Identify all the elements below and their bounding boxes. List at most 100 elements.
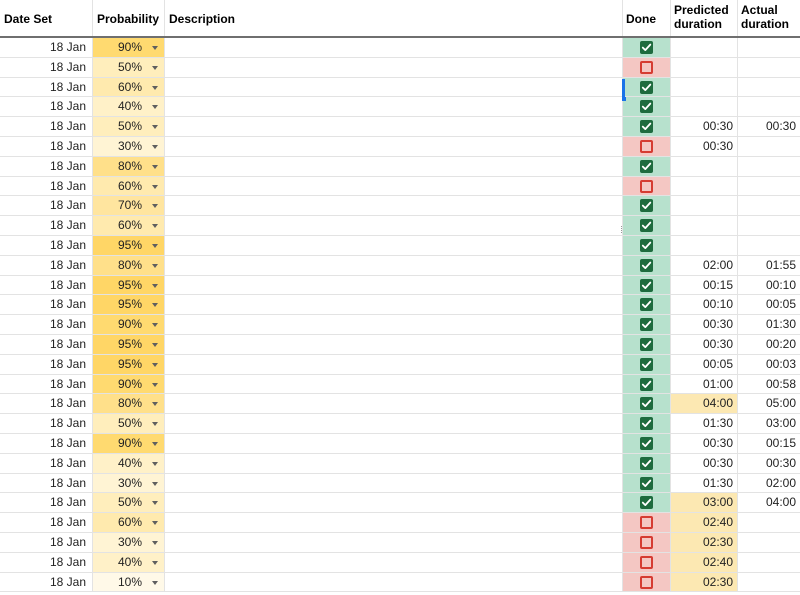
- predicted-duration-cell[interactable]: 02:00: [671, 255, 738, 275]
- actual-duration-cell[interactable]: [738, 573, 800, 592]
- predicted-duration-cell[interactable]: [671, 176, 738, 196]
- done-cell[interactable]: [623, 354, 671, 374]
- dropdown-arrow-icon[interactable]: [152, 382, 158, 387]
- actual-duration-cell[interactable]: 02:00: [765, 475, 796, 490]
- checkbox-checked-icon[interactable]: [640, 199, 653, 213]
- done-cell[interactable]: [623, 493, 671, 513]
- dropdown-arrow-icon[interactable]: [152, 501, 158, 506]
- dropdown-arrow-icon[interactable]: [152, 402, 158, 407]
- predicted-duration-cell[interactable]: 02:40: [671, 513, 738, 532]
- description-cell[interactable]: [165, 216, 623, 235]
- description-cell[interactable]: [165, 334, 623, 354]
- header-predicted-duration[interactable]: Predicted duration: [671, 0, 738, 36]
- done-cell[interactable]: [623, 176, 671, 196]
- dropdown-arrow-icon[interactable]: [152, 283, 158, 288]
- dropdown-arrow-icon[interactable]: [152, 362, 158, 367]
- description-cell[interactable]: [165, 295, 623, 315]
- predicted-duration-cell[interactable]: 00:15: [671, 275, 738, 295]
- done-cell[interactable]: [623, 97, 671, 117]
- date-set-cell[interactable]: 18 Jan: [0, 315, 93, 334]
- description-cell[interactable]: [165, 493, 623, 513]
- date-set-cell[interactable]: 18 Jan: [0, 572, 93, 592]
- predicted-duration-cell[interactable]: [671, 77, 738, 97]
- done-cell[interactable]: [623, 513, 671, 532]
- done-cell[interactable]: [623, 136, 671, 156]
- checkbox-checked-icon[interactable]: [640, 397, 653, 411]
- done-cell[interactable]: [623, 117, 671, 136]
- checkbox-unchecked-icon[interactable]: [640, 179, 653, 193]
- date-set-cell[interactable]: 18 Jan: [0, 97, 93, 117]
- dropdown-arrow-icon[interactable]: [152, 224, 158, 229]
- actual-duration-cell[interactable]: [738, 157, 800, 176]
- predicted-duration-cell[interactable]: 02:30: [671, 532, 738, 552]
- done-cell[interactable]: [623, 552, 671, 572]
- probability-dropdown[interactable]: 90%: [93, 38, 165, 57]
- checkbox-checked-icon[interactable]: [640, 238, 653, 252]
- date-set-cell[interactable]: 18 Jan: [0, 275, 93, 295]
- date-set-cell[interactable]: 18 Jan: [0, 493, 93, 513]
- date-set-cell[interactable]: 18 Jan: [0, 334, 93, 354]
- checkbox-checked-icon[interactable]: [640, 496, 653, 510]
- description-cell[interactable]: [165, 57, 623, 77]
- dropdown-arrow-icon[interactable]: [152, 184, 158, 189]
- predicted-duration-cell[interactable]: [671, 156, 738, 176]
- description-cell[interactable]: [165, 77, 623, 97]
- checkbox-unchecked-icon[interactable]: [640, 555, 653, 569]
- predicted-duration-cell[interactable]: 01:30: [671, 473, 738, 493]
- checkbox-checked-icon[interactable]: [640, 436, 653, 450]
- date-set-cell[interactable]: 18 Jan: [0, 196, 93, 216]
- dropdown-arrow-icon[interactable]: [152, 540, 158, 545]
- dropdown-arrow-icon[interactable]: [152, 204, 158, 209]
- header-actual-duration[interactable]: Actual duration: [738, 0, 800, 36]
- actual-duration-cell[interactable]: [738, 196, 800, 215]
- actual-duration-cell[interactable]: 01:55: [765, 257, 796, 272]
- checkbox-checked-icon[interactable]: [640, 417, 653, 431]
- date-set-cell[interactable]: 18 Jan: [0, 136, 93, 156]
- date-set-cell[interactable]: 18 Jan: [0, 433, 93, 453]
- probability-dropdown[interactable]: 70%: [93, 196, 165, 216]
- dropdown-arrow-icon[interactable]: [152, 65, 158, 70]
- date-set-cell[interactable]: 18 Jan: [0, 255, 93, 275]
- probability-dropdown[interactable]: 40%: [93, 97, 165, 117]
- date-set-cell[interactable]: 18 Jan: [0, 552, 93, 572]
- date-set-cell[interactable]: 18 Jan: [0, 156, 93, 176]
- checkbox-checked-icon[interactable]: [640, 318, 653, 332]
- probability-dropdown[interactable]: 50%: [93, 117, 165, 136]
- date-set-cell[interactable]: 18 Jan: [0, 57, 93, 77]
- predicted-duration-cell[interactable]: 04:00: [671, 394, 738, 414]
- checkbox-checked-icon[interactable]: [640, 298, 653, 312]
- header-description[interactable]: Description: [165, 0, 623, 36]
- probability-dropdown[interactable]: 10%: [93, 572, 165, 592]
- date-set-cell[interactable]: 18 Jan: [0, 235, 93, 255]
- description-cell[interactable]: [165, 394, 623, 414]
- actual-duration-cell[interactable]: 01:30: [765, 317, 796, 332]
- description-cell[interactable]: [165, 196, 623, 216]
- probability-dropdown[interactable]: 80%: [93, 156, 165, 176]
- probability-dropdown[interactable]: 95%: [93, 275, 165, 295]
- checkbox-checked-icon[interactable]: [640, 219, 653, 233]
- dropdown-arrow-icon[interactable]: [152, 481, 158, 486]
- actual-duration-cell[interactable]: [738, 236, 800, 255]
- dropdown-arrow-icon[interactable]: [152, 303, 158, 308]
- predicted-duration-cell[interactable]: 00:30: [671, 453, 738, 473]
- date-set-cell[interactable]: 18 Jan: [0, 394, 93, 414]
- dropdown-arrow-icon[interactable]: [152, 580, 158, 585]
- predicted-duration-cell[interactable]: 00:30: [671, 334, 738, 354]
- description-cell[interactable]: [165, 572, 623, 592]
- actual-duration-cell[interactable]: 00:20: [765, 336, 796, 351]
- checkbox-checked-icon[interactable]: [640, 476, 653, 490]
- dropdown-arrow-icon[interactable]: [152, 461, 158, 466]
- dropdown-arrow-icon[interactable]: [152, 243, 158, 248]
- predicted-duration-cell[interactable]: 02:30: [671, 572, 738, 592]
- dropdown-arrow-icon[interactable]: [152, 342, 158, 347]
- date-set-cell[interactable]: 18 Jan: [0, 216, 93, 235]
- description-cell[interactable]: [165, 354, 623, 374]
- predicted-duration-cell[interactable]: 00:30: [671, 136, 738, 156]
- predicted-duration-cell[interactable]: 01:30: [671, 414, 738, 433]
- predicted-duration-cell[interactable]: 00:10: [671, 295, 738, 315]
- checkbox-unchecked-icon[interactable]: [640, 139, 653, 153]
- checkbox-unchecked-icon[interactable]: [640, 535, 653, 549]
- date-set-cell[interactable]: 18 Jan: [0, 374, 93, 394]
- done-cell[interactable]: [623, 414, 671, 433]
- header-date-set[interactable]: Date Set: [0, 0, 93, 36]
